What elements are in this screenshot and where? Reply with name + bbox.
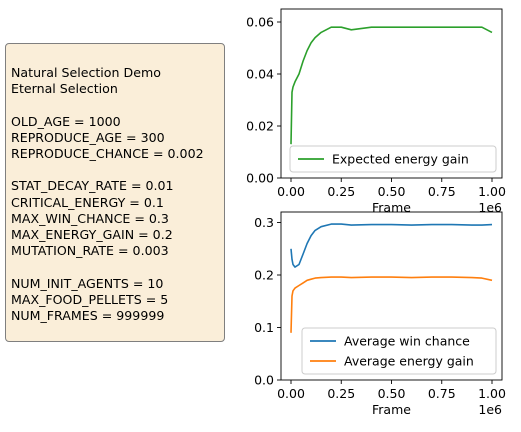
chart-2: 0.0 0.1 0.2 0.3 0.00 0.25 0.50 0.75 1.00 Frame 1e6… [254, 211, 506, 417]
y-tick-label: 0.04 [246, 67, 274, 82]
x-axis-label: Frame [372, 200, 411, 215]
x-tick-label: 0.75 [428, 386, 456, 401]
y-tick-label: 0.3 [254, 215, 274, 230]
legend-box [289, 145, 497, 173]
x-tick-label: 0.00 [277, 184, 305, 199]
x-tick-label: 0.50 [378, 386, 406, 401]
parameter-line: CRITICAL_ENERGY = 0.1 [11, 194, 164, 210]
parameters-info-box: Natural Selection Demo Eternal Selection … [5, 43, 225, 342]
series-line-1 [290, 26, 493, 145]
legend: Average win chance Average energy gain [301, 327, 497, 375]
parameter-line: NUM_INIT_AGENTS = 10 [11, 275, 164, 291]
x-tick-label: 0.25 [327, 386, 355, 401]
x-tick-label: 0.25 [327, 184, 355, 199]
y-tick-label: 0.1 [254, 320, 274, 335]
series-line-2 [290, 276, 493, 333]
x-tick-label: 0.75 [428, 184, 456, 199]
legend-label: Average energy gain [344, 354, 474, 369]
parameter-line: REPRODUCE_CHANCE = 0.002 [11, 146, 204, 162]
parameter-line: NUM_FRAMES = 999999 [11, 308, 165, 324]
parameters-text: Natural Selection Demo Eternal Selection … [11, 65, 204, 324]
x-tick-label: 1.00 [478, 184, 506, 199]
parameter-line: Eternal Selection [11, 81, 118, 97]
series-line-1 [290, 223, 493, 268]
chart-1: 0.00 0.02 0.04 0.06 0.00 0.25 0.50 0.75 1.00 Fram… [246, 8, 506, 215]
x-tick-label: 0.50 [378, 184, 406, 199]
legend: Expected energy gain [289, 145, 497, 173]
parameter-line: MAX_WIN_CHANCE = 0.3 [11, 210, 169, 226]
legend-label: Expected energy gain [332, 152, 469, 167]
parameter-line: REPRODUCE_AGE = 300 [11, 129, 165, 145]
parameter-line: MAX_FOOD_PELLETS = 5 [11, 291, 169, 307]
x-axis-label: Frame [372, 402, 411, 417]
x-offset-label: 1e6 [478, 402, 502, 417]
parameter-line: MUTATION_RATE = 0.003 [11, 243, 169, 259]
x-tick-label: 1.00 [478, 386, 506, 401]
y-tick-label: 0.00 [246, 171, 274, 186]
y-tick-label: 0.06 [246, 15, 274, 30]
x-tick-label: 0.00 [277, 386, 305, 401]
parameter-line: Natural Selection Demo [11, 65, 161, 80]
parameter-line: STAT_DECAY_RATE = 0.01 [11, 178, 174, 194]
y-tick-label: 0.0 [254, 373, 274, 388]
y-tick-label: 0.02 [246, 119, 274, 134]
parameter-line: OLD_AGE = 1000 [11, 113, 121, 129]
y-tick-label: 0.2 [254, 268, 274, 283]
parameter-line: MAX_ENERGY_GAIN = 0.2 [11, 227, 173, 243]
legend-box [301, 327, 497, 375]
x-offset-label: 1e6 [478, 200, 502, 215]
legend-label: Average win chance [344, 334, 470, 349]
